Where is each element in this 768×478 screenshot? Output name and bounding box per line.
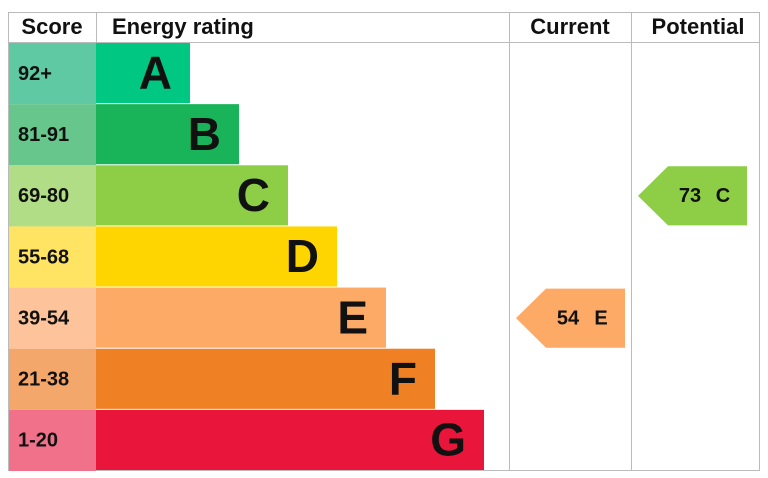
header-rating: Energy rating [112, 14, 254, 39]
header-score: Score [21, 14, 82, 39]
current-letter: E [594, 307, 607, 329]
potential-letter: C [716, 185, 730, 207]
rating-bar [96, 165, 288, 226]
score-cell [9, 104, 96, 166]
rating-bar [96, 348, 435, 409]
rating-letter: A [139, 47, 172, 99]
score-cell [9, 287, 96, 349]
frame [8, 12, 760, 471]
rating-bar [96, 43, 190, 104]
potential-arrow [638, 166, 747, 226]
rating-bar [96, 104, 239, 165]
score-cell [9, 409, 96, 471]
score-cell [9, 226, 96, 288]
rating-letter: E [337, 291, 368, 343]
rating-letter: D [286, 230, 319, 282]
score-cell [9, 165, 96, 227]
rating-bar [96, 287, 386, 348]
score-label: 69-80 [18, 185, 69, 207]
header-potential: Potential [652, 14, 745, 39]
score-label: 81-91 [18, 124, 69, 146]
rating-letter: B [188, 108, 221, 160]
score-label: 55-68 [18, 246, 69, 268]
potential-value: 73 [679, 185, 701, 207]
rating-bar [96, 226, 337, 287]
score-label: 21-38 [18, 369, 69, 391]
rating-letter: G [430, 414, 466, 466]
score-cell [9, 43, 96, 105]
grid [8, 12, 760, 471]
score-label: 92+ [18, 63, 52, 85]
rating-letter: F [389, 352, 417, 404]
score-label: 39-54 [18, 307, 70, 329]
score-cell [9, 348, 96, 410]
current-value: 54 [557, 307, 580, 329]
rating-bar [96, 409, 484, 470]
header-current: Current [530, 14, 610, 39]
score-label: 1-20 [18, 430, 58, 452]
rating-letter: C [237, 169, 270, 221]
current-arrow [516, 288, 625, 348]
